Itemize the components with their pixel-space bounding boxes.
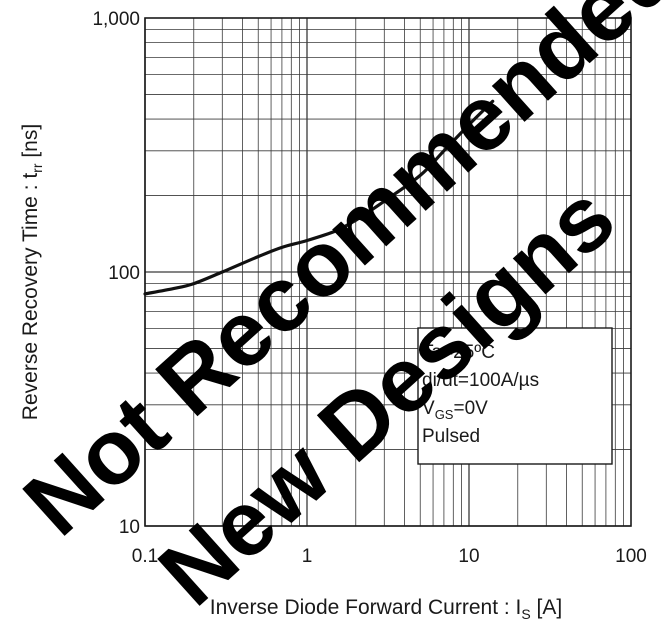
- x-axis-label: Inverse Diode Forward Current : IS [A]: [210, 596, 562, 622]
- annotation-line-didt: di/dt=100A/µs: [422, 370, 539, 391]
- x-tick-label: 0.1: [132, 546, 158, 567]
- annotation-line-pulsed: Pulsed: [422, 426, 480, 447]
- x-tick-label: 100: [615, 546, 647, 567]
- annotation-line-vgs: VGS=0V: [422, 398, 488, 422]
- watermark: Not Recommended for New Designs: [5, 0, 669, 625]
- y-tick-label: 100: [108, 263, 140, 284]
- tick-labels: 0.1 1 10 100 10 100 1,000: [92, 9, 646, 567]
- annotation-line-temperature: Ta=25ºC: [422, 342, 495, 363]
- series-line-trr: [143, 99, 495, 296]
- y-axis-label: Reverse Recovery Time : trr [ns]: [19, 124, 45, 420]
- annotation-box: Ta=25ºC di/dt=100A/µs VGS=0V Pulsed: [417, 327, 613, 465]
- y-tick-label: 1,000: [92, 9, 140, 30]
- y-tick-label: 10: [119, 517, 140, 538]
- x-tick-label: 10: [458, 546, 479, 567]
- plot-frame: [144, 17, 632, 527]
- x-tick-label: 1: [302, 546, 313, 567]
